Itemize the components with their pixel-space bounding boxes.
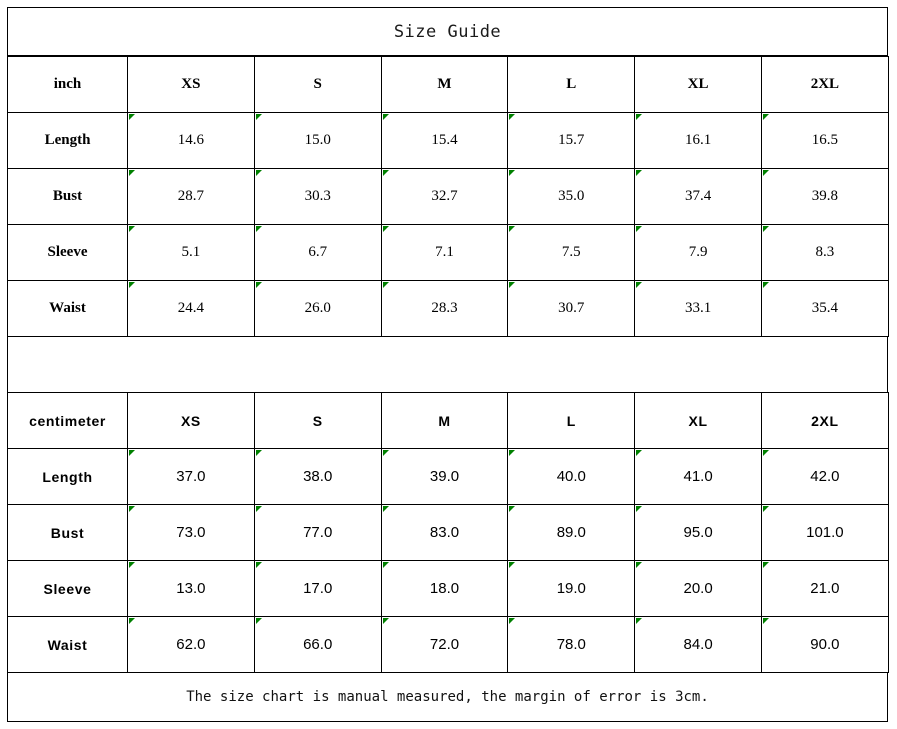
column-header-s: S bbox=[253, 56, 382, 113]
cell-waist-s: 66.0 bbox=[253, 616, 382, 673]
table-row: Length 14.6 15.0 15.4 15.7 16.1 16.5 bbox=[7, 112, 889, 169]
table-row: Sleeve 5.1 6.7 7.1 7.5 7.9 8.3 bbox=[7, 224, 889, 281]
column-header-xl: XL bbox=[634, 56, 762, 113]
row-label-waist: Waist bbox=[7, 616, 128, 673]
cell-bust-s: 77.0 bbox=[253, 504, 382, 561]
column-header-xs: XS bbox=[127, 56, 255, 113]
table-header-row-centimeter: centimeter XS S M L XL 2XL bbox=[7, 392, 889, 449]
column-header-2xl: 2XL bbox=[760, 392, 889, 449]
column-header-xs: XS bbox=[127, 392, 255, 449]
cell-waist-m: 28.3 bbox=[380, 280, 509, 337]
row-label-bust: Bust bbox=[7, 504, 128, 561]
cell-bust-l: 89.0 bbox=[507, 504, 636, 561]
cell-length-xl: 41.0 bbox=[634, 448, 762, 505]
cell-bust-xs: 28.7 bbox=[127, 168, 255, 225]
size-table-centimeter: centimeter XS S M L XL 2XL Length 37.0 3… bbox=[7, 392, 889, 673]
cell-length-l: 40.0 bbox=[507, 448, 636, 505]
cell-sleeve-l: 7.5 bbox=[507, 224, 636, 281]
column-header-m: M bbox=[380, 392, 509, 449]
column-header-2xl: 2XL bbox=[760, 56, 889, 113]
cell-length-xs: 37.0 bbox=[127, 448, 255, 505]
cell-bust-2xl: 39.8 bbox=[760, 168, 889, 225]
cell-waist-m: 72.0 bbox=[380, 616, 509, 673]
size-guide-title-row: Size Guide bbox=[7, 7, 888, 56]
cell-length-xl: 16.1 bbox=[634, 112, 762, 169]
cell-bust-xl: 37.4 bbox=[634, 168, 762, 225]
table-row: Waist 24.4 26.0 28.3 30.7 33.1 35.4 bbox=[7, 280, 889, 337]
cell-waist-s: 26.0 bbox=[253, 280, 382, 337]
cell-sleeve-2xl: 8.3 bbox=[760, 224, 889, 281]
cell-waist-l: 78.0 bbox=[507, 616, 636, 673]
cell-length-l: 15.7 bbox=[507, 112, 636, 169]
cell-waist-2xl: 35.4 bbox=[760, 280, 889, 337]
cell-waist-xs: 24.4 bbox=[127, 280, 255, 337]
cell-sleeve-2xl: 21.0 bbox=[760, 560, 889, 617]
unit-label-inch: inch bbox=[7, 56, 128, 113]
cell-bust-2xl: 101.0 bbox=[760, 504, 889, 561]
cell-waist-l: 30.7 bbox=[507, 280, 636, 337]
cell-sleeve-s: 17.0 bbox=[253, 560, 382, 617]
page-title: Size Guide bbox=[393, 21, 502, 42]
cell-waist-xs: 62.0 bbox=[127, 616, 255, 673]
cell-sleeve-m: 18.0 bbox=[380, 560, 509, 617]
column-header-l: L bbox=[507, 56, 636, 113]
table-row: Length 37.0 38.0 39.0 40.0 41.0 42.0 bbox=[7, 448, 889, 505]
cell-length-m: 39.0 bbox=[380, 448, 509, 505]
cell-bust-l: 35.0 bbox=[507, 168, 636, 225]
cell-sleeve-m: 7.1 bbox=[380, 224, 509, 281]
table-separator-row bbox=[7, 336, 888, 393]
cell-sleeve-xs: 5.1 bbox=[127, 224, 255, 281]
cell-bust-xl: 95.0 bbox=[634, 504, 762, 561]
table-header-row-inch: inch XS S M L XL 2XL bbox=[7, 56, 889, 113]
cell-length-2xl: 42.0 bbox=[760, 448, 889, 505]
size-table-inch: inch XS S M L XL 2XL Length 14.6 15.0 15… bbox=[7, 56, 889, 337]
column-header-s: S bbox=[253, 392, 382, 449]
row-label-sleeve: Sleeve bbox=[7, 224, 128, 281]
cell-waist-xl: 33.1 bbox=[634, 280, 762, 337]
cell-length-2xl: 16.5 bbox=[760, 112, 889, 169]
cell-sleeve-s: 6.7 bbox=[253, 224, 382, 281]
cell-length-xs: 14.6 bbox=[127, 112, 255, 169]
table-row: Waist 62.0 66.0 72.0 78.0 84.0 90.0 bbox=[7, 616, 889, 673]
table-row: Bust 73.0 77.0 83.0 89.0 95.0 101.0 bbox=[7, 504, 889, 561]
table-row: Sleeve 13.0 17.0 18.0 19.0 20.0 21.0 bbox=[7, 560, 889, 617]
cell-sleeve-xl: 7.9 bbox=[634, 224, 762, 281]
cell-waist-2xl: 90.0 bbox=[760, 616, 889, 673]
row-label-sleeve: Sleeve bbox=[7, 560, 128, 617]
unit-label-centimeter: centimeter bbox=[7, 392, 128, 449]
cell-bust-m: 32.7 bbox=[380, 168, 509, 225]
cell-sleeve-xs: 13.0 bbox=[127, 560, 255, 617]
cell-length-s: 38.0 bbox=[253, 448, 382, 505]
cell-sleeve-l: 19.0 bbox=[507, 560, 636, 617]
cell-sleeve-xl: 20.0 bbox=[634, 560, 762, 617]
column-header-xl: XL bbox=[634, 392, 762, 449]
row-label-bust: Bust bbox=[7, 168, 128, 225]
cell-length-s: 15.0 bbox=[253, 112, 382, 169]
footer-note-row: The size chart is manual measured, the m… bbox=[7, 672, 888, 722]
cell-length-m: 15.4 bbox=[380, 112, 509, 169]
column-header-m: M bbox=[380, 56, 509, 113]
cell-bust-xs: 73.0 bbox=[127, 504, 255, 561]
footer-note-text: The size chart is manual measured, the m… bbox=[186, 689, 709, 705]
cell-bust-m: 83.0 bbox=[380, 504, 509, 561]
column-header-l: L bbox=[507, 392, 636, 449]
cell-bust-s: 30.3 bbox=[253, 168, 382, 225]
row-label-waist: Waist bbox=[7, 280, 128, 337]
cell-waist-xl: 84.0 bbox=[634, 616, 762, 673]
row-label-length: Length bbox=[7, 448, 128, 505]
row-label-length: Length bbox=[7, 112, 128, 169]
table-row: Bust 28.7 30.3 32.7 35.0 37.4 39.8 bbox=[7, 168, 889, 225]
